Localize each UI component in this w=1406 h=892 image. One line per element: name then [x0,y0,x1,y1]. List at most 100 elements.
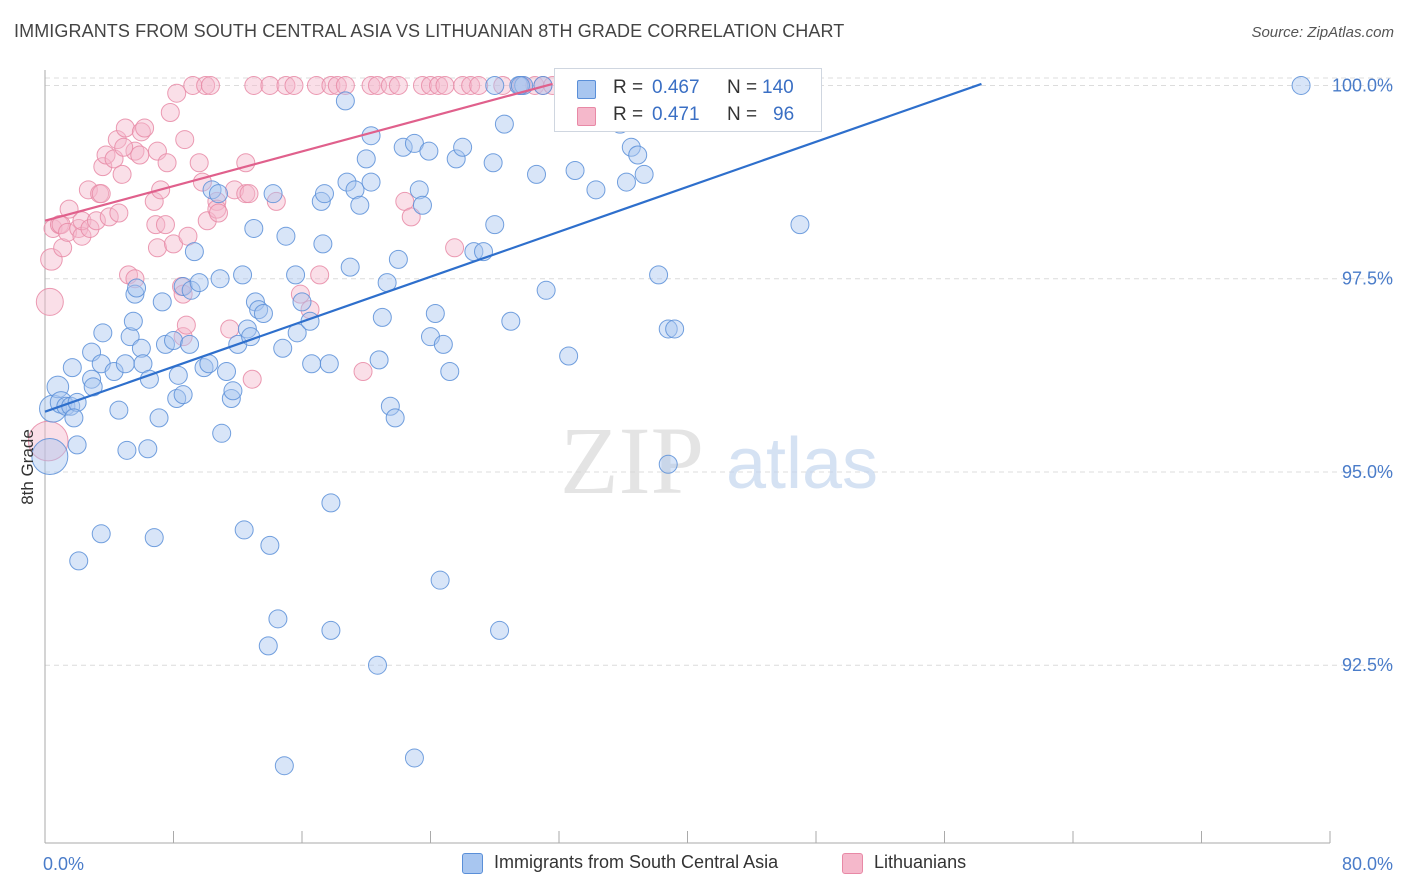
data-point [72,226,92,246]
legend-r-value: 0.471 [652,104,700,125]
data-point [276,75,296,95]
trend-lines [44,82,982,413]
data-point [175,130,195,150]
data-point [586,180,606,200]
data-point [284,75,304,95]
x-tick-label: 0.0% [43,854,84,874]
data-point [559,346,579,366]
data-point [565,160,585,180]
data-point [361,126,381,146]
data-point [189,153,209,173]
data-point [237,319,257,339]
data-point [260,535,280,555]
data-point [461,75,481,95]
chart-title: IMMIGRANTS FROM SOUTH CENTRAL ASIA VS LI… [14,21,845,41]
data-point [131,122,151,142]
legend-r-label: R = [613,77,644,98]
data-point [244,75,264,95]
data-point [385,408,405,428]
data-point [181,280,201,300]
data-point [353,361,373,381]
data-point [302,354,322,374]
data-point [361,172,381,192]
data-point [109,400,129,420]
data-point [234,520,254,540]
data-point [91,184,111,204]
data-point [35,287,64,316]
data-point [335,91,355,111]
stats-legend: R = 0.467 N = 140 R = 0.471 N = 96 [554,68,822,132]
data-point [117,440,137,460]
data-point [147,238,167,258]
data-point [120,327,140,347]
data-point [217,361,237,381]
series-lithuanians [27,75,609,462]
data-point [67,435,87,455]
data-point [208,184,228,204]
legend-swatch-blue [577,80,596,99]
data-point [244,218,264,238]
data-point [510,75,530,95]
data-point [167,83,187,103]
data-point [430,570,450,590]
data-point [628,145,648,165]
legend-n-label: N = [727,104,758,125]
data-point [260,75,280,95]
data-point [433,334,453,354]
data-point [388,249,408,269]
data-point [135,118,155,138]
data-point [210,269,230,289]
data-point [314,184,334,204]
data-point [258,636,278,656]
data-point [107,130,127,150]
data-point [445,238,465,258]
legend-n-value: 140 [762,77,794,98]
data-point [69,551,89,571]
data-point [369,350,389,370]
data-point [380,75,400,95]
data-point [310,265,330,285]
series-immigrants-south-central-asia [31,75,1311,776]
data-point [401,207,421,227]
data-point [46,375,70,399]
data-point [157,153,177,173]
data-point [31,438,69,475]
data-point [501,311,521,331]
data-point [131,338,151,358]
data-point [144,528,164,548]
data-point [412,195,432,215]
data-point [429,75,449,95]
data-point [658,454,678,474]
legend-n-value: 96 [773,104,795,125]
data-point [321,493,341,513]
data-point [306,75,326,95]
data-point [263,184,283,204]
watermark-atlas: atlas [726,424,878,504]
data-point [62,358,82,378]
data-point [356,149,376,169]
data-point [453,75,473,95]
data-point [149,408,169,428]
data-point [57,222,77,242]
data-point [64,408,84,428]
data-point [412,75,432,95]
data-point [168,365,188,385]
data-point [292,292,312,312]
data-point [276,226,296,246]
legend-r-label: R = [613,104,644,125]
data-point [245,292,265,312]
data-point [1291,75,1311,95]
data-point [483,153,503,173]
data-point [485,215,505,235]
legend-swatch-pink [577,107,596,126]
x-tick-label: 80.0% [1342,854,1393,874]
data-point [115,118,135,138]
legend-swatch-blue [462,853,483,874]
data-point [409,180,429,200]
data-point [327,75,347,95]
data-point [225,180,245,200]
data-point [109,203,129,223]
data-point [233,265,253,285]
data-point [112,164,132,184]
